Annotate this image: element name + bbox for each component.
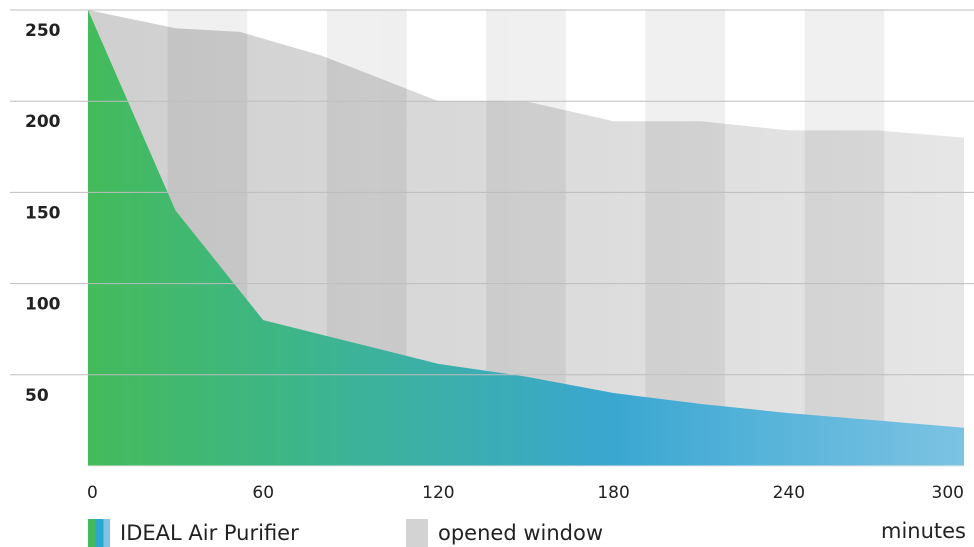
legend-swatch-window [406, 519, 428, 547]
x-axis-unit-label: minutes [880, 519, 966, 543]
y-tick-label: 250 [25, 21, 61, 41]
area-band [804, 10, 885, 466]
y-tick-label: 150 [25, 203, 61, 223]
x-tick-label: 300 [932, 483, 964, 503]
series-area-ideal-air-purifier [88, 10, 964, 466]
y-tick-label: 50 [25, 386, 49, 406]
x-tick-label: 60 [252, 483, 274, 503]
y-tick-label: 100 [25, 295, 61, 315]
gridlines [10, 9, 974, 467]
legend-item-window: opened window [406, 519, 603, 547]
legend-swatch-purifier [88, 519, 110, 547]
legend-label-purifier: IDEAL Air Purifier [120, 521, 299, 545]
y-axis-ticks: 250 200 150 100 50 [25, 21, 61, 406]
x-tick-label: 0 [87, 483, 98, 503]
x-tick-label: 120 [422, 483, 454, 503]
x-axis-ticks: 0 60 120 180 240 300 [87, 483, 964, 503]
area-band [645, 10, 726, 466]
x-tick-label: 240 [773, 483, 805, 503]
areas [88, 10, 964, 466]
legend-label-window: opened window [438, 521, 604, 545]
legend: IDEAL Air Purifier opened window minutes [88, 519, 966, 547]
y-tick-label: 200 [25, 112, 61, 132]
legend-item-purifier: IDEAL Air Purifier [88, 519, 299, 547]
x-tick-label: 180 [597, 483, 629, 503]
